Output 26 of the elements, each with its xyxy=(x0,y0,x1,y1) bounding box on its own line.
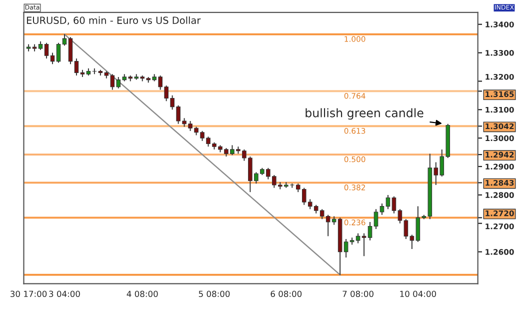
candlestick xyxy=(356,232,360,244)
candlestick xyxy=(344,238,348,258)
candlestick xyxy=(374,208,378,230)
candlestick xyxy=(50,52,55,65)
chart-title: EURUSD, 60 min - Euro vs US Dollar xyxy=(26,16,201,25)
annotation: bullish green candle xyxy=(306,108,424,120)
x-tick-label: 5 08:00 xyxy=(198,290,230,298)
candlestick xyxy=(368,221,372,241)
candlestick xyxy=(410,234,414,250)
candlestick xyxy=(404,218,408,240)
x-tick-label: 30 17:00 xyxy=(10,290,47,298)
x-tick-label: 10 04:00 xyxy=(400,290,436,298)
x-tick-label: 6 08:00 xyxy=(270,290,302,298)
candlestick xyxy=(44,42,49,59)
candlestick xyxy=(74,58,79,76)
candlestick xyxy=(62,34,67,46)
x-tick-label: 4 08:00 xyxy=(126,290,158,298)
candlestick xyxy=(56,42,61,64)
candlestick xyxy=(398,208,402,224)
candlestick xyxy=(392,196,396,214)
candlestick xyxy=(362,232,366,257)
candlestick xyxy=(380,202,384,216)
candlestick xyxy=(386,194,390,210)
x-tick-label: 3 04:00 xyxy=(49,290,80,298)
candlestick xyxy=(68,36,73,65)
x-tick-label: 7 08:00 xyxy=(342,290,374,298)
